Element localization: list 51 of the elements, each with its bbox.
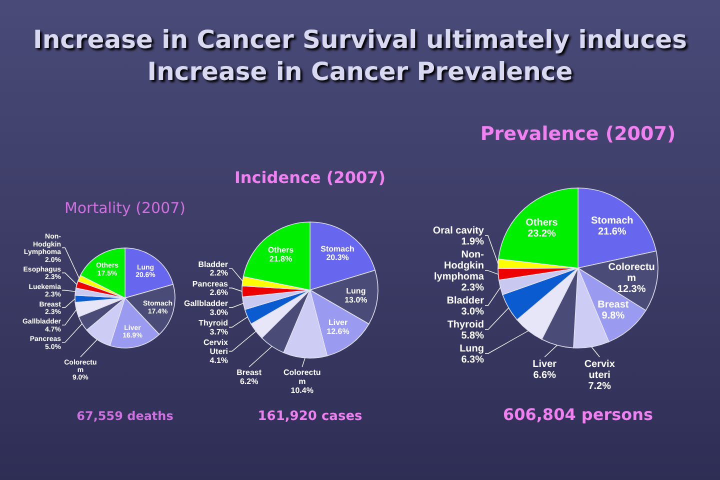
slice-label: Lung bbox=[346, 286, 366, 296]
slice-label: Cervix uteri bbox=[584, 359, 616, 381]
slice-label: Liver bbox=[328, 318, 348, 328]
chart-title: Mortality (2007) bbox=[64, 199, 186, 217]
data-label: 2.6% bbox=[210, 288, 228, 298]
data-label: 6.2% bbox=[240, 377, 258, 386]
data-label: 12.3% bbox=[617, 284, 646, 295]
slice-label: Thyroid bbox=[447, 320, 484, 331]
data-label: 10.4% bbox=[290, 386, 314, 395]
data-label: 3.0% bbox=[210, 308, 228, 317]
data-label: 6.6% bbox=[533, 370, 556, 381]
data-label: 21.8% bbox=[269, 254, 292, 264]
slice-label: Stomach bbox=[320, 244, 355, 254]
text: 606,804 persons bbox=[502, 405, 654, 424]
data-label: 4.1% bbox=[210, 356, 228, 365]
text: Increase in Cancer Survival ultimately induces Increase in Cancer Prevalence bbox=[33, 25, 687, 86]
slice-label: Thyroid bbox=[198, 318, 228, 328]
slice-label: Oral cavity bbox=[432, 226, 484, 237]
slice-label: Colorectu m bbox=[283, 368, 321, 386]
data-label: 6.3% bbox=[461, 354, 484, 366]
data-label: 21.6% bbox=[598, 226, 626, 238]
slice-label: Stomach bbox=[591, 216, 634, 227]
data-label: 13.0% bbox=[344, 295, 368, 304]
data-label: 9.8% bbox=[602, 310, 625, 322]
data-label: 2.2% bbox=[210, 268, 228, 278]
chart-title: Prevalence (2007) bbox=[480, 123, 676, 145]
slice-label: Others bbox=[526, 217, 558, 228]
slice-label: Pancreas bbox=[192, 279, 229, 288]
data-label: 2.3% bbox=[461, 282, 484, 294]
data-label: 1.9% bbox=[461, 236, 484, 248]
slice-label: Others bbox=[268, 246, 294, 255]
slice-label: Bladder bbox=[198, 260, 228, 269]
slice-label: Liver bbox=[532, 359, 557, 370]
data-label: 5.8% bbox=[461, 330, 484, 342]
slice-label: Colorectu m bbox=[608, 262, 655, 284]
chart-title: Incidence (2007) bbox=[234, 168, 386, 187]
slice-label: Cervix Uteri bbox=[204, 338, 229, 356]
slice-label: Breast bbox=[598, 299, 630, 310]
data-label: 23.2% bbox=[528, 228, 556, 240]
data-label: 20.3% bbox=[326, 253, 349, 262]
data-label: 12.6% bbox=[326, 326, 350, 336]
data-label: 7.2% bbox=[588, 381, 612, 392]
text: 67,559 deaths bbox=[76, 409, 174, 423]
slice-label: Breast bbox=[236, 368, 262, 378]
data-label: 3.0% bbox=[461, 306, 484, 318]
text: 161,920 cases bbox=[258, 409, 363, 424]
slice-label: Non- Hodgkin lymphoma bbox=[434, 250, 484, 283]
slice-label: Gallbladder bbox=[184, 299, 228, 308]
data-label: 3.7% bbox=[210, 327, 228, 336]
slice-label: Bladder bbox=[446, 296, 484, 307]
slice-label: Lung bbox=[460, 344, 484, 355]
